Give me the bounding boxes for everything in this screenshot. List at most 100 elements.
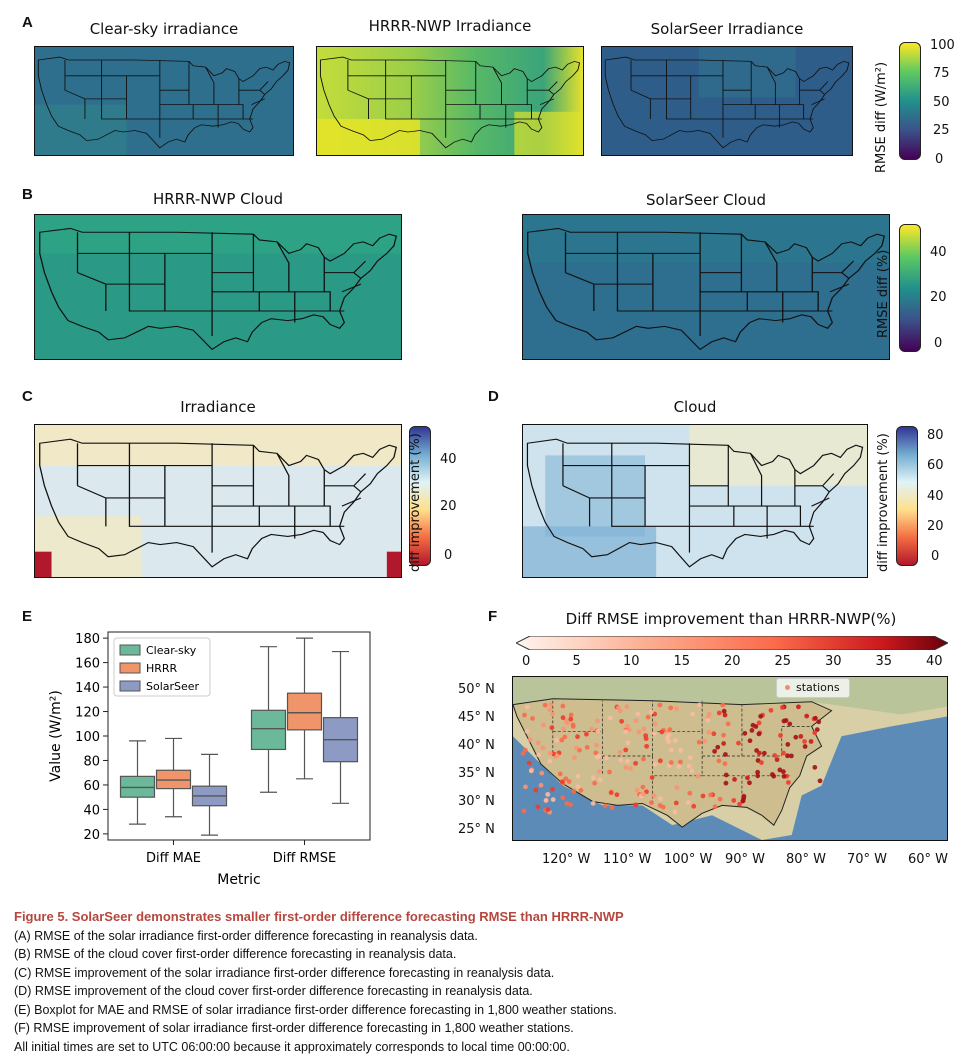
station-dot bbox=[780, 705, 785, 710]
station-dot bbox=[547, 758, 553, 764]
station-dot bbox=[722, 761, 728, 767]
longitude-label: 80° W bbox=[786, 852, 827, 867]
station-map-title: Diff RMSE improvement than HRRR-NWP(%) bbox=[565, 610, 897, 628]
station-dot bbox=[564, 801, 570, 806]
station-dot bbox=[527, 737, 533, 743]
station-dot bbox=[597, 777, 603, 783]
station-dot bbox=[538, 782, 544, 788]
station-dot bbox=[528, 768, 534, 774]
station-dot bbox=[804, 713, 810, 719]
legend-label: HRRR bbox=[146, 662, 178, 675]
box-body bbox=[286, 692, 323, 731]
station-dot bbox=[687, 790, 693, 796]
station-dot bbox=[717, 796, 723, 802]
map-hrrr-cloud bbox=[34, 214, 402, 360]
colorbar-b-tick: 20 bbox=[930, 290, 947, 305]
station-dot bbox=[732, 777, 737, 782]
station-colorbar-tick: 25 bbox=[774, 654, 792, 669]
station-dot bbox=[540, 745, 546, 751]
station-dot bbox=[685, 800, 691, 805]
station-dot bbox=[634, 787, 640, 793]
station-lat-labels: 50° N 45° N 40° N 35° N 30° N 25° N bbox=[458, 680, 508, 850]
station-dot bbox=[633, 718, 639, 724]
station-dot bbox=[657, 702, 663, 708]
station-dot bbox=[755, 773, 761, 779]
map-cloud-improvement bbox=[522, 424, 868, 578]
station-dot bbox=[560, 715, 566, 721]
station-dot bbox=[563, 776, 569, 782]
legend-label: SolarSeer bbox=[146, 680, 200, 693]
latitude-label: 25° N bbox=[458, 822, 495, 837]
station-dot bbox=[750, 722, 756, 728]
station-dot bbox=[814, 727, 820, 732]
station-dot bbox=[722, 712, 728, 718]
colorbar-d-tick: 40 bbox=[927, 489, 944, 504]
latitude-label: 35° N bbox=[458, 766, 495, 781]
station-dot bbox=[702, 738, 708, 744]
colorbar-d-tick: 80 bbox=[927, 428, 944, 443]
station-dot bbox=[602, 803, 608, 809]
caption-line: (B) RMSE of the cloud cover first-order … bbox=[14, 947, 457, 961]
station-colorbar-tick: 30 bbox=[825, 654, 842, 669]
station-dot bbox=[691, 803, 697, 809]
panel-label-a: A bbox=[22, 14, 33, 31]
station-dot bbox=[543, 798, 549, 803]
station-dot bbox=[813, 715, 818, 721]
station-lon-labels: 120° W 110° W 100° W 90° W 80° W 70° W 60° W bbox=[512, 850, 952, 870]
station-dot bbox=[572, 755, 577, 761]
map-solarseer-cloud bbox=[522, 214, 890, 360]
station-legend-label: stations bbox=[796, 681, 840, 694]
panel-label-f: F bbox=[488, 608, 498, 625]
station-colorbar-tick: 15 bbox=[673, 654, 691, 669]
station-dot bbox=[695, 774, 701, 779]
station-dot bbox=[623, 747, 629, 753]
station-dot bbox=[628, 765, 633, 771]
station-colorbar-ticks: 0 5 10 15 20 25 30 35 40 bbox=[516, 652, 948, 670]
colorbar-a-tick: 50 bbox=[933, 95, 950, 110]
station-dot bbox=[659, 729, 665, 735]
station-dot bbox=[785, 742, 791, 747]
station-colorbar-tick: 5 bbox=[572, 654, 581, 669]
caption-line: (A) RMSE of the solar irradiance first-o… bbox=[14, 928, 478, 943]
longitude-label: 70° W bbox=[847, 852, 888, 867]
colorbar-a-tick: 0 bbox=[935, 152, 944, 167]
longitude-label: 90° W bbox=[725, 852, 766, 867]
station-dot bbox=[781, 773, 787, 779]
station-dot bbox=[523, 784, 528, 790]
station-dot bbox=[614, 792, 620, 798]
colorbar-c-tick: 0 bbox=[444, 548, 453, 563]
colorbar-c-tick: 40 bbox=[440, 452, 457, 467]
colorbar-b-tick: 0 bbox=[934, 336, 943, 351]
figure-caption: Figure 5. SolarSeer demonstrates smaller… bbox=[14, 908, 954, 1056]
station-dot bbox=[604, 755, 609, 761]
station-dot bbox=[584, 731, 589, 737]
station-dot bbox=[641, 726, 647, 732]
station-dot bbox=[593, 750, 599, 756]
station-dot bbox=[641, 791, 646, 797]
station-dot bbox=[700, 793, 706, 799]
station-dot bbox=[652, 762, 658, 767]
map-title-hrrr-irradiance: HRRR-NWP Irradiance bbox=[368, 17, 532, 35]
station-dot bbox=[575, 734, 580, 740]
station-dot bbox=[723, 752, 728, 757]
colorbar-b-tick: 40 bbox=[930, 245, 947, 260]
station-dot bbox=[721, 732, 726, 738]
y-tick-label: 40 bbox=[83, 803, 100, 818]
map-title-clear-sky-irradiance: Clear-sky irradiance bbox=[89, 20, 239, 38]
station-dot bbox=[745, 775, 750, 781]
station-dot bbox=[711, 731, 717, 737]
x-tick-label: Diff MAE bbox=[146, 851, 201, 866]
station-dot bbox=[758, 760, 764, 765]
station-dot bbox=[524, 728, 530, 734]
y-tick-label: 120 bbox=[75, 706, 100, 721]
station-dot bbox=[747, 780, 752, 786]
colorbar-d-tick: 20 bbox=[927, 519, 944, 534]
longitude-label: 120° W bbox=[542, 852, 591, 867]
station-dot bbox=[651, 730, 657, 736]
station-dot bbox=[781, 750, 786, 756]
station-dot bbox=[618, 757, 624, 763]
station-dot bbox=[696, 739, 702, 745]
station-dot bbox=[687, 755, 693, 760]
station-dot bbox=[721, 708, 727, 714]
station-dot bbox=[643, 736, 649, 741]
